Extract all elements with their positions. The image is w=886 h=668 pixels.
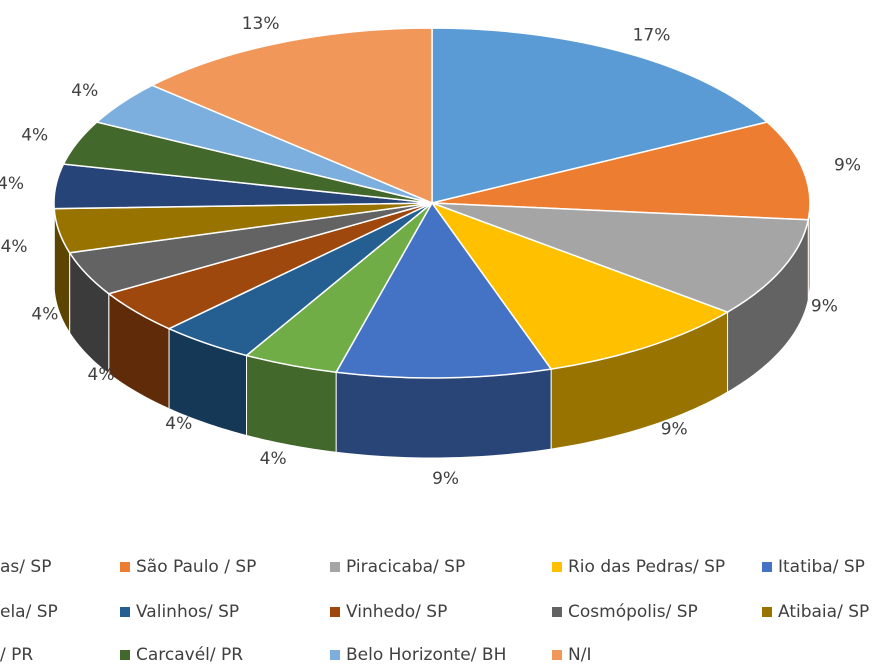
pie-slice [429,201,730,370]
data-label: 9% [432,469,459,489]
legend-swatch [120,607,130,617]
legend-swatch [120,650,130,660]
data-label: 17% [633,25,671,45]
legend-label: Cosmópolis/ SP [568,602,698,622]
legend-swatch [552,607,562,617]
legend-label: ela/ SP [0,602,58,622]
data-label: 9% [661,419,688,439]
legend-swatch [330,562,340,572]
legend-label: Rio das Pedras/ SP [568,557,725,577]
legend-swatch [762,607,772,617]
legend-swatch [762,562,772,572]
pie-slice [150,27,433,205]
data-label: 4% [71,81,98,101]
data-label: 4% [88,365,115,385]
data-label: 4% [31,305,58,325]
data-label: 13% [242,14,280,34]
legend-swatch [120,562,130,572]
pie-slice [431,202,810,313]
legend-label: N/I [568,645,591,665]
legend-swatch [552,562,562,572]
legend-label: Belo Horizonte/ BH [346,645,506,665]
data-label: 4% [260,449,287,469]
data-label: 4% [0,174,24,194]
data-label: 9% [811,297,838,317]
legend-label: Atibaia/ SP [778,602,869,622]
legend-label: Vinhedo/ SP [346,602,447,622]
pie-slice [431,27,769,204]
data-label: 9% [834,156,861,176]
pie-slice [431,121,811,221]
pie-side [335,368,552,459]
legend-swatch [330,607,340,617]
data-label: 4% [1,237,28,257]
pie-slice [334,201,553,379]
legend-label: Piracicaba/ SP [346,557,465,577]
data-label: 4% [165,414,192,434]
legend-label: / PR [0,645,33,665]
legend-label: São Paulo / SP [136,557,256,577]
legend-label: Valinhos/ SP [136,602,239,622]
legend-swatch [330,650,340,660]
legend-swatch [552,650,562,660]
data-label: 4% [21,125,48,145]
legend-label: Itatiba/ SP [778,557,865,577]
legend-label: Carcavél/ PR [136,645,243,665]
legend-label: as/ SP [0,557,51,577]
